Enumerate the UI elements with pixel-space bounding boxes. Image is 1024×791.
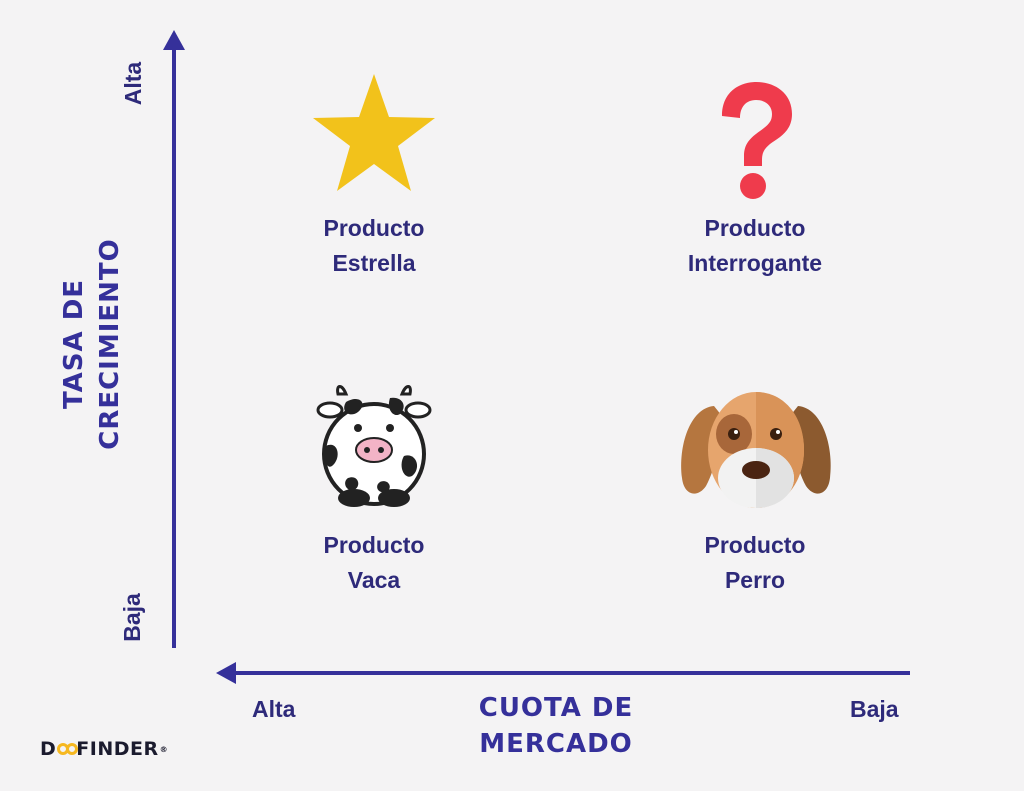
y-axis-high-label: Alta <box>120 61 147 106</box>
x-axis-low-label: Baja <box>850 696 899 722</box>
quadrant-label-dog: Producto Perro <box>704 532 806 593</box>
quadrant-label-cow: Producto Vaca <box>323 532 425 593</box>
y-axis-title-line1: TASA DE <box>59 278 89 410</box>
question-mark-icon <box>712 80 798 207</box>
cow-icon <box>316 382 432 515</box>
y-axis-title-line2: CRECIMIENTO <box>95 238 125 450</box>
x-axis-title-line2: MERCADO <box>479 729 633 759</box>
y-axis-low-label: Baja <box>118 593 145 642</box>
star-icon <box>310 72 438 201</box>
y-axis-title: TASA DE CRECIMIENTO <box>56 194 128 494</box>
doofinder-logo: D FINDER ® <box>40 738 169 760</box>
dog-icon <box>676 386 836 515</box>
x-axis-title-line1: CUOTA DE <box>478 693 634 723</box>
y-axis-arrow <box>163 30 185 648</box>
x-axis-arrow <box>216 662 910 684</box>
x-axis-title: CUOTA DE MERCADO <box>436 690 676 762</box>
x-axis-high-label: Alta <box>252 696 296 722</box>
quadrant-label-question: Producto Interrogante <box>687 215 823 276</box>
logo-oo-icon <box>57 743 79 755</box>
quadrant-label-star: Producto Estrella <box>323 215 425 276</box>
